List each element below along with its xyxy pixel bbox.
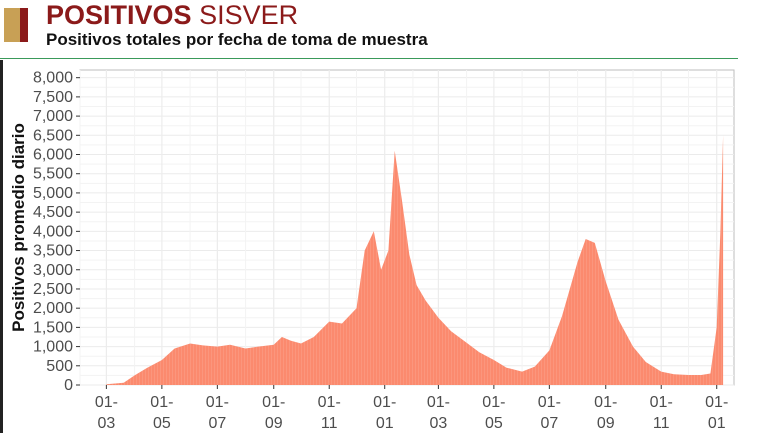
- x-tick-label: 03: [97, 415, 115, 432]
- y-tick-label: 1,500: [33, 319, 73, 336]
- x-tick-label: 01-: [538, 394, 561, 411]
- header-accent-red: [20, 8, 28, 42]
- x-tick-label: 03: [429, 415, 447, 432]
- x-tick-label: 01: [376, 415, 394, 432]
- y-tick-label: 2,500: [33, 281, 73, 298]
- y-tick-label: 2,000: [33, 300, 73, 317]
- header-divider: [0, 58, 738, 59]
- x-tick-label: 01-: [95, 394, 118, 411]
- x-tick-label: 07: [540, 415, 558, 432]
- x-tick-label: 01-: [482, 394, 505, 411]
- x-tick-label: 05: [485, 415, 503, 432]
- y-tick-label: 3,500: [33, 243, 73, 260]
- x-tick-label: 01-: [150, 394, 173, 411]
- y-tick-label: 0: [64, 377, 73, 394]
- x-tick-label: 01-: [650, 394, 673, 411]
- x-tick-label: 07: [208, 415, 226, 432]
- x-tick-label: 01-: [262, 394, 285, 411]
- x-tick-label: 01-: [318, 394, 341, 411]
- y-tick-label: 6,000: [33, 147, 73, 164]
- y-tick-label: 4,500: [33, 204, 73, 221]
- positives-chart: 0 500 1,000 1,500 2,000 2,500 3,000 3,500 4,000 4…: [9, 69, 735, 432]
- y-tick-label: 4,000: [33, 223, 73, 240]
- y-tick-label: 3,000: [33, 262, 73, 279]
- x-tick-label: 05: [153, 415, 171, 432]
- y-tick-label: 5,000: [33, 185, 73, 202]
- page-title: POSITIVOS SISVER: [46, 0, 298, 30]
- y-tick-label: 8,000: [33, 70, 73, 87]
- page-subtitle: Positivos totales por fecha de toma de m…: [46, 30, 428, 49]
- x-tick-label: 01-: [427, 394, 450, 411]
- y-tick-label: 500: [46, 358, 73, 375]
- positives-area: [106, 135, 724, 385]
- page-title-light: SISVER: [199, 0, 299, 30]
- y-axis-ticks: 0 500 1,000 1,500 2,000 2,500 3,000 3,500 4,000 4…: [33, 70, 80, 394]
- x-tick-label: 09: [597, 415, 615, 432]
- x-axis-ticks: 01- 03 01- 05 01- 07 01- 09 01- 11 01- 01 01- 03 01- 05…: [95, 385, 728, 432]
- x-tick-label: 01-: [206, 394, 229, 411]
- x-tick-label: 01-: [594, 394, 617, 411]
- x-tick-label: 01-: [373, 394, 396, 411]
- x-tick-label: 01-: [705, 394, 728, 411]
- header-accent-gold: [4, 8, 20, 42]
- y-axis-label: Positivos promedio diario: [9, 123, 28, 332]
- y-tick-label: 7,500: [33, 89, 73, 106]
- y-tick-label: 7,000: [33, 108, 73, 125]
- y-tick-label: 5,500: [33, 166, 73, 183]
- x-tick-label: 11: [321, 415, 338, 432]
- frame-left-edge: [0, 60, 3, 433]
- x-tick-label: 09: [265, 415, 283, 432]
- y-tick-label: 1,000: [33, 339, 73, 356]
- page-title-bold: POSITIVOS: [46, 0, 192, 30]
- x-tick-label: 11: [653, 415, 670, 432]
- x-tick-label: 01: [708, 415, 726, 432]
- y-tick-label: 6,500: [33, 127, 73, 144]
